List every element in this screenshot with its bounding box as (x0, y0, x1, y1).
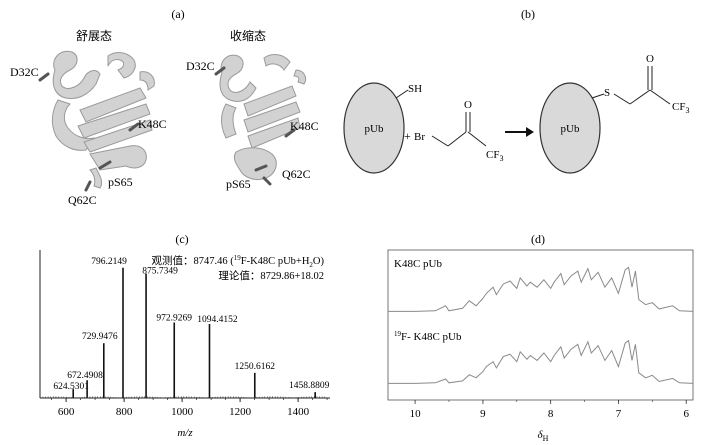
panel-a-label: (a) (171, 7, 184, 21)
protein-structure-extended (51, 50, 155, 189)
nmr-plot-frame (387, 249, 694, 401)
plus-sign: + (404, 129, 411, 143)
trace-label-k48c: K48C pUb (394, 258, 442, 270)
pub-label-reactant: pUb (365, 123, 384, 135)
sulfur-label: S (604, 87, 610, 99)
pub-protein-ellipse-product (539, 82, 601, 174)
residue-label-k48c-left: K48C (138, 117, 167, 131)
pub-label-product: pUb (561, 123, 580, 135)
bromoacetone-bonds (431, 112, 487, 147)
bond-product-s (591, 93, 605, 99)
ms-x-tick-label: 600 (58, 406, 75, 418)
nmr-x-tick-label: 6 (683, 408, 689, 420)
trace-label-19f-k48c: 19F- K48C pUb (394, 330, 462, 343)
nmr-spectrum-chart: 10 9 8 7 6 (388, 266, 694, 420)
residue-label-q62c-left: Q62C (68, 193, 97, 207)
ms-peak-label: 972.9269 (156, 314, 192, 324)
ms-peak-label: 1094.4152 (197, 315, 238, 325)
protein-structure-compact (219, 54, 307, 181)
nmr-x-tick-label: 7 (616, 408, 622, 420)
residue-label-d32c-left: D32C (10, 65, 39, 79)
pub-protein-ellipse-reactant (343, 82, 405, 174)
ms-peak-label: 672.4908 (67, 371, 103, 381)
reaction-arrow (505, 127, 534, 137)
theory-value-annotation: 理论值：8729.86+18.02 (218, 269, 324, 282)
observed-value-annotation: 观测值：8747.46 (19F-K48C pUb+H2O) (152, 254, 325, 269)
ms-peak-label: 1458.8809 (289, 381, 330, 391)
cf3-reactant: CF3 (486, 149, 503, 163)
nmr-trace-k48c (388, 266, 694, 312)
residue-label-ps65-left: pS65 (108, 175, 133, 189)
nmr-x-tick-label: 8 (548, 408, 554, 420)
cf3-product: CF3 (672, 101, 689, 115)
panel-b-label: (b) (521, 7, 535, 21)
residue-label-d32c-right: D32C (186, 59, 215, 73)
nmr-trace-19f-k48c (388, 339, 694, 384)
state-label-compact: 收缩态 (230, 28, 266, 43)
ms-x-tick-label: 1000 (171, 406, 194, 418)
ms-peak-label: 624.5301 (53, 382, 89, 392)
residue-label-ps65-right: pS65 (226, 177, 251, 191)
ms-x-tick-label: 1400 (287, 406, 310, 418)
ms-peak-label: 729.9476 (82, 332, 118, 342)
ms-peak-label: 1250.6162 (235, 362, 276, 372)
product-bonds (613, 66, 671, 105)
carbonyl-o-reactant: O (464, 99, 472, 111)
state-label-extended: 舒展态 (76, 29, 112, 43)
carbonyl-o-product: O (646, 53, 654, 65)
bromine-label: Br (414, 131, 425, 143)
side-chain-sticks-extended (38, 72, 140, 192)
residue-label-q62c-right: Q62C (282, 167, 311, 181)
bond-reactant-s (395, 89, 409, 99)
ms-x-tick-label: 800 (116, 406, 133, 418)
ms-peak-label: 875.7349 (142, 267, 178, 277)
panel-d-label: (d) (531, 232, 545, 246)
ms-x-tick-label: 1200 (229, 406, 252, 418)
side-chain-sticks-compact (214, 66, 296, 186)
nmr-x-tick-label: 9 (480, 408, 486, 420)
ms-peak-label: 796.2149 (91, 257, 127, 267)
ms-x-axis-label: m/z (177, 427, 193, 439)
nmr-x-tick-label: 10 (410, 408, 422, 420)
thiol-label: SH (408, 83, 422, 95)
panel-c-label: (c) (175, 232, 188, 246)
residue-label-k48c-right: K48C (290, 119, 319, 133)
nmr-x-axis-label: δH (538, 429, 549, 443)
